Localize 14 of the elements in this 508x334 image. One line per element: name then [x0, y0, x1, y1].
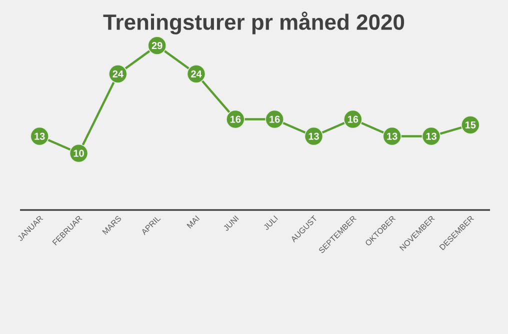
data-label: 16	[270, 116, 280, 123]
data-label: 13	[308, 132, 319, 140]
data-label: 10	[74, 150, 84, 157]
data-label: 24	[112, 70, 124, 78]
data-label: 24	[191, 70, 202, 78]
x-tick-label: MAI	[186, 216, 200, 228]
data-label: 16	[348, 116, 358, 123]
data-label: 15	[465, 121, 476, 128]
data-label: 13	[34, 132, 45, 140]
data-label: 29	[152, 42, 162, 50]
chart-title: Treningsturer pr måned 2020	[103, 12, 404, 34]
data-label: 13	[426, 132, 436, 140]
data-label: 13	[387, 132, 398, 140]
data-label: 16	[230, 116, 241, 123]
